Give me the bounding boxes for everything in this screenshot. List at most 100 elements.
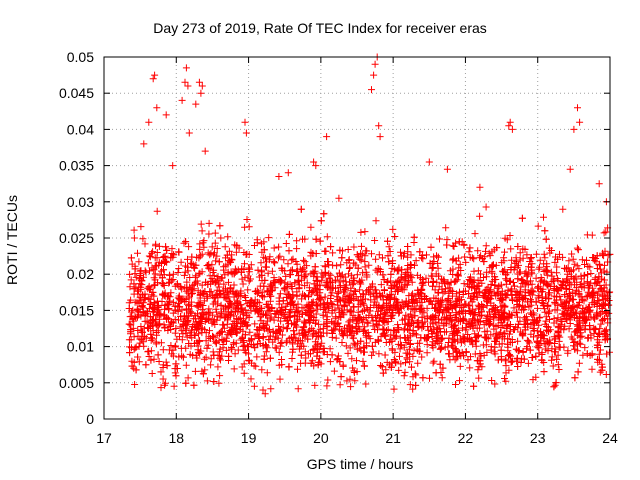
data-point [593, 265, 601, 272]
data-point [389, 257, 397, 265]
data-point [507, 321, 514, 328]
data-point [161, 379, 169, 387]
data-point [581, 271, 589, 279]
x-tick-label: 18 [168, 430, 184, 446]
data-point [214, 280, 222, 288]
data-point [136, 339, 144, 347]
data-point [196, 320, 204, 328]
data-point [386, 291, 394, 299]
data-point [128, 362, 136, 370]
data-point [224, 233, 232, 241]
data-point [218, 274, 226, 282]
data-point [536, 263, 543, 271]
data-point [511, 326, 518, 333]
data-point [161, 301, 169, 309]
data-point [153, 254, 161, 262]
data-point [324, 376, 332, 384]
data-point [294, 300, 302, 308]
data-point [376, 314, 384, 322]
data-point [216, 276, 224, 284]
data-point [389, 225, 397, 233]
data-point [223, 295, 231, 303]
data-point [131, 313, 139, 320]
data-point [368, 351, 376, 359]
data-point [474, 332, 482, 340]
data-point [413, 298, 421, 306]
data-point [353, 345, 361, 353]
data-point [298, 310, 306, 318]
data-point [323, 233, 331, 241]
data-point [163, 258, 171, 266]
data-point [346, 375, 354, 383]
data-point [288, 297, 296, 305]
data-point [391, 359, 399, 367]
data-point [335, 194, 343, 202]
data-point [134, 353, 142, 361]
x-tick-label: 19 [241, 430, 257, 446]
data-point [375, 122, 383, 130]
data-point [340, 302, 348, 310]
data-point [487, 331, 495, 339]
data-point [132, 273, 140, 281]
data-point [600, 252, 608, 260]
data-point [208, 261, 216, 269]
y-tick-label: 0.025 [59, 230, 94, 246]
data-point [151, 270, 159, 278]
data-point [321, 348, 328, 356]
data-point [578, 256, 586, 264]
data-point [516, 256, 524, 264]
data-point [527, 254, 535, 261]
data-point [407, 271, 415, 279]
data-point [125, 336, 133, 344]
data-point [369, 322, 377, 330]
data-point [534, 317, 542, 325]
data-point [180, 271, 188, 279]
data-point [238, 320, 246, 327]
data-point [217, 328, 225, 336]
y-tick-label: 0.05 [67, 49, 94, 65]
data-point [335, 269, 343, 277]
data-point [534, 284, 542, 292]
data-point [583, 256, 590, 264]
data-point [575, 265, 583, 273]
data-point [408, 313, 416, 321]
data-point [302, 271, 310, 279]
data-point [443, 319, 451, 327]
data-point [353, 357, 360, 365]
data-point [346, 322, 354, 330]
data-point [499, 296, 507, 304]
data-point [238, 363, 246, 371]
data-point [583, 350, 591, 358]
data-point [450, 243, 458, 250]
data-point [594, 297, 602, 305]
data-point [331, 325, 339, 333]
data-point [243, 312, 251, 320]
data-point [489, 305, 497, 313]
data-point [188, 286, 196, 294]
data-point [532, 274, 540, 282]
data-point [437, 345, 445, 353]
data-point [466, 253, 474, 261]
data-point [197, 347, 205, 355]
data-point [378, 363, 386, 371]
data-point [447, 301, 455, 309]
data-point [138, 328, 146, 336]
data-point [298, 295, 306, 303]
data-point [488, 306, 496, 314]
data-point [279, 297, 287, 305]
data-point [368, 86, 375, 94]
data-point [564, 306, 572, 314]
data-point [544, 323, 552, 331]
data-point [153, 104, 161, 112]
data-point [387, 363, 395, 371]
data-point [471, 316, 479, 324]
data-point [299, 235, 306, 243]
data-point [527, 296, 534, 304]
data-point [573, 283, 581, 291]
data-point [341, 273, 349, 281]
data-point [147, 356, 155, 364]
data-point [244, 286, 252, 294]
data-point [128, 308, 136, 316]
data-point [598, 292, 606, 300]
data-point [149, 335, 156, 343]
